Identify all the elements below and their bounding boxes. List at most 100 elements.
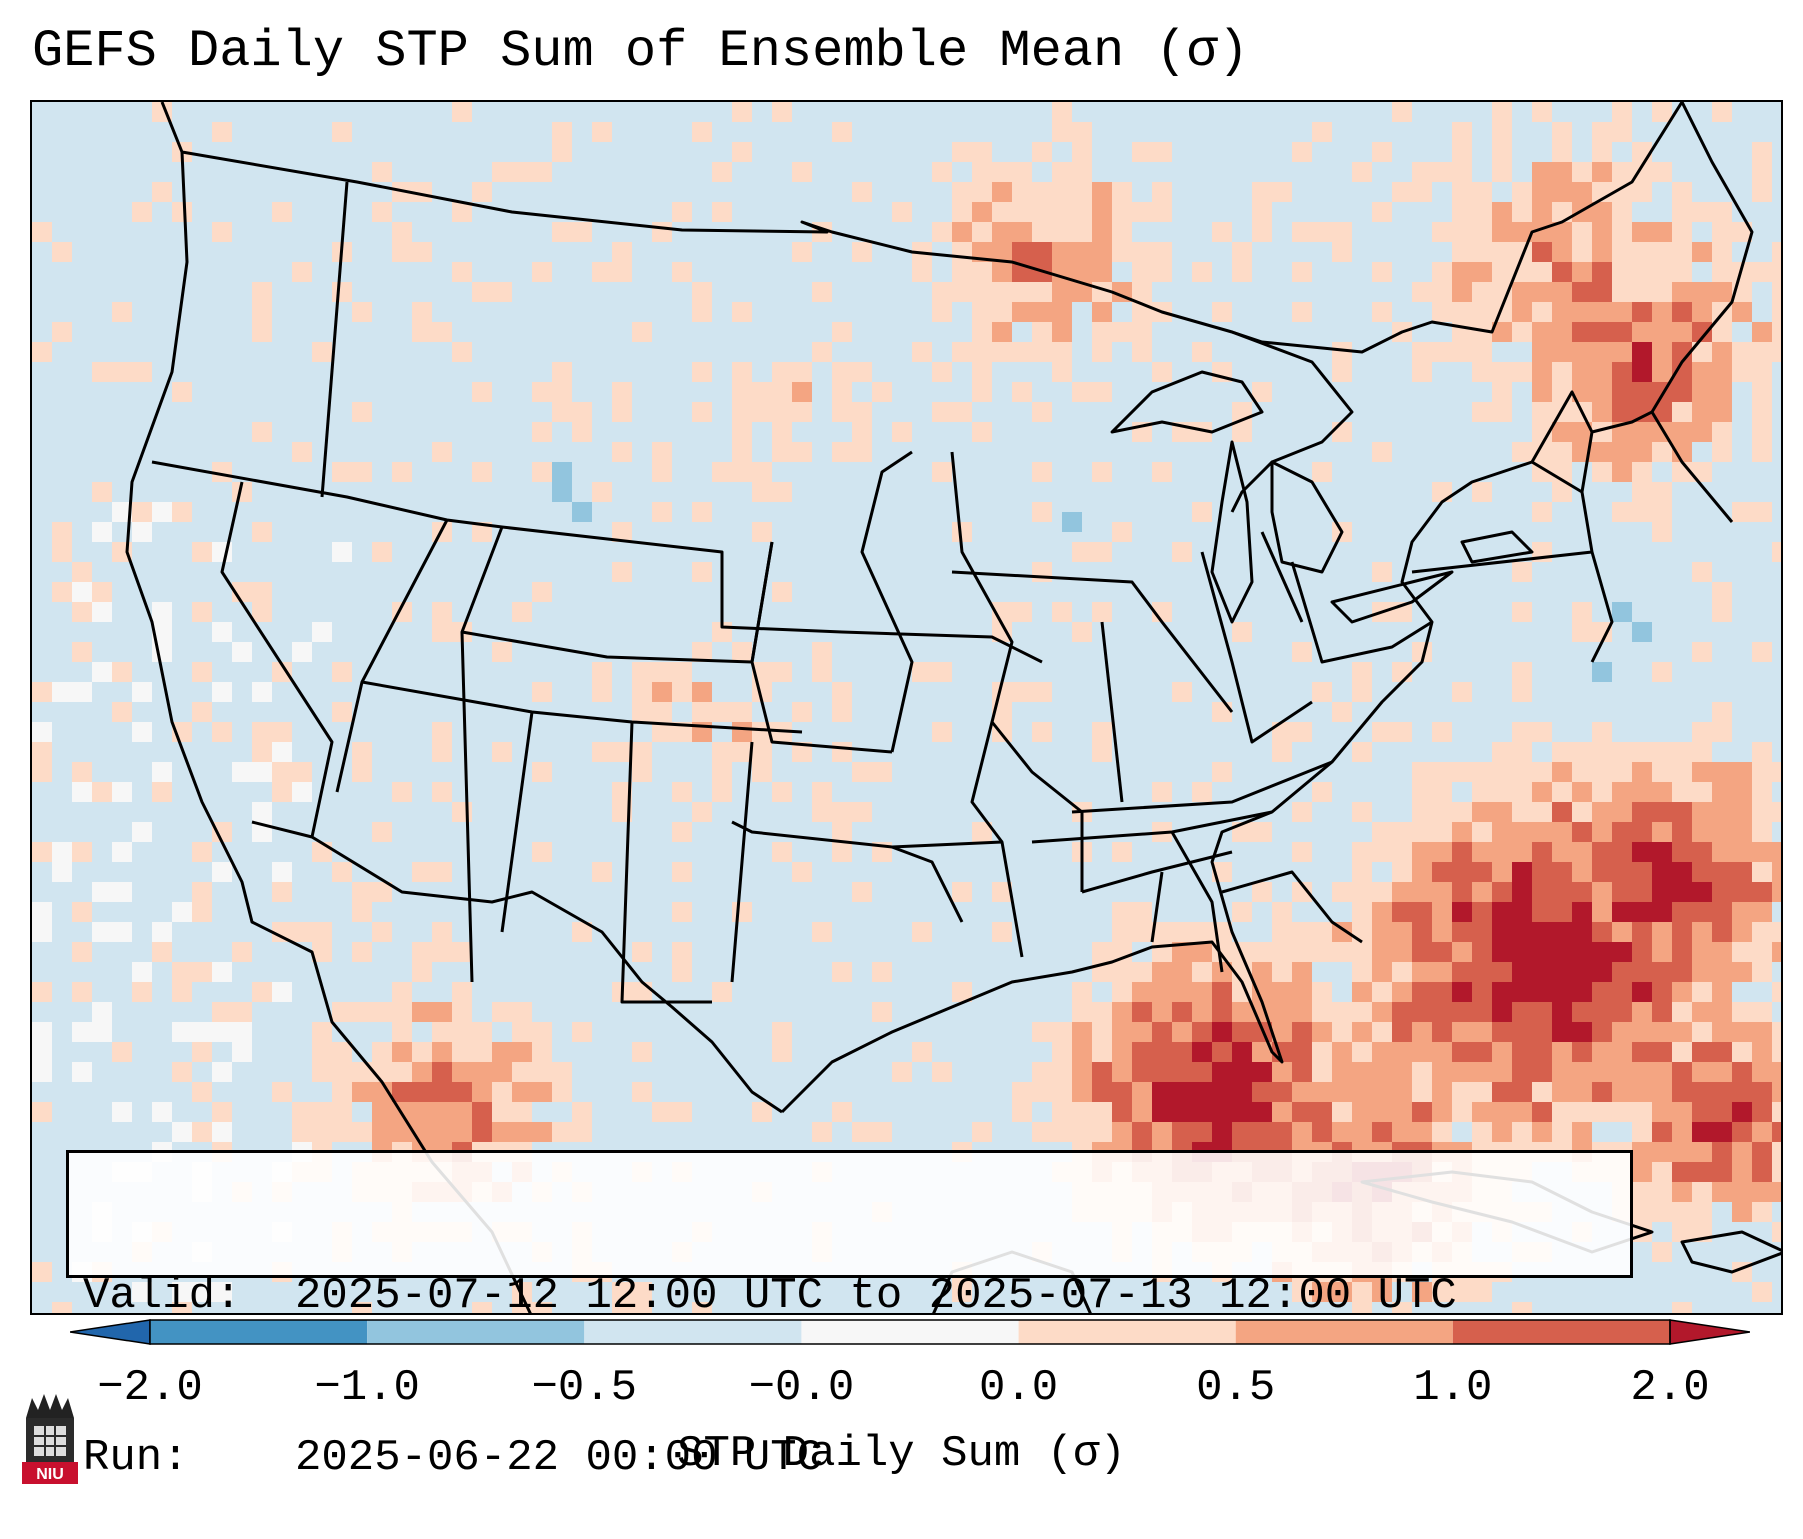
stp-cell xyxy=(1652,742,1672,762)
stp-cell xyxy=(1572,742,1592,762)
stp-cell xyxy=(1772,922,1781,942)
stp-cell xyxy=(532,1122,552,1142)
stp-cell xyxy=(1352,902,1372,922)
stp-cell xyxy=(1472,1042,1492,1062)
stp-cell xyxy=(1672,942,1692,962)
stp-cell xyxy=(1512,1042,1532,1062)
stp-cell xyxy=(1372,922,1392,942)
stp-cell xyxy=(692,1302,712,1313)
stp-cell xyxy=(1572,1062,1592,1082)
stp-cell xyxy=(1612,342,1632,362)
stp-cell xyxy=(1752,1062,1772,1082)
stp-cell xyxy=(472,522,492,542)
stp-cell xyxy=(1532,902,1552,922)
stp-cell xyxy=(972,302,992,322)
stp-cell xyxy=(1392,902,1412,922)
stp-cell xyxy=(832,402,852,422)
lake-erie xyxy=(1330,570,1454,624)
stp-cell xyxy=(792,702,812,722)
stp-cell xyxy=(1592,1002,1612,1022)
stp-cell xyxy=(1732,342,1752,362)
stp-cell xyxy=(1612,1082,1632,1102)
stp-cell xyxy=(1552,222,1572,242)
stp-cell xyxy=(1732,1002,1752,1022)
stp-cell xyxy=(1752,442,1772,462)
stp-cell xyxy=(1532,1022,1552,1042)
stp-cell xyxy=(1692,1082,1712,1102)
stp-cell xyxy=(472,1042,492,1062)
stp-cell xyxy=(1652,502,1672,522)
stp-cell xyxy=(552,222,572,242)
stp-cell xyxy=(1492,1022,1512,1042)
stp-cell xyxy=(1512,1002,1532,1022)
stp-cell xyxy=(1572,282,1592,302)
stp-cell xyxy=(412,242,432,262)
valid-row: Valid: 2025-07-12 12:00 UTC to 2025-07-13… xyxy=(83,1269,1616,1323)
stp-cell xyxy=(932,162,952,182)
stp-cell xyxy=(1632,1022,1652,1042)
stp-cell xyxy=(1752,502,1772,522)
stp-cell xyxy=(1772,542,1781,562)
stp-cell xyxy=(752,482,772,502)
stp-cell xyxy=(1072,1062,1092,1082)
colorbar-tick-label: −0.5 xyxy=(531,1363,638,1413)
stp-cell xyxy=(672,962,692,982)
stp-cell xyxy=(1752,1002,1772,1022)
stp-cell xyxy=(1532,302,1552,322)
stp-cell xyxy=(1532,1102,1552,1122)
stp-cell xyxy=(952,1282,972,1302)
stp-cell xyxy=(1532,262,1552,282)
stp-cell xyxy=(1292,1062,1312,1082)
stp-cell xyxy=(1492,1002,1512,1022)
stp-cell xyxy=(1132,1062,1152,1082)
stp-cell xyxy=(1632,442,1652,462)
stp-cell xyxy=(1512,1022,1532,1042)
stp-cell xyxy=(1592,282,1612,302)
stp-cell xyxy=(372,1122,392,1142)
stp-cell xyxy=(472,462,492,482)
stp-cell xyxy=(292,782,312,802)
stp-cell xyxy=(1572,602,1592,622)
stp-cell xyxy=(1752,362,1772,382)
stp-cell xyxy=(1592,962,1612,982)
stp-cell xyxy=(1012,182,1032,202)
stp-cell xyxy=(1172,682,1192,702)
stp-cell xyxy=(1752,402,1772,422)
stp-cell xyxy=(472,1082,492,1102)
stp-cell xyxy=(1012,222,1032,242)
stp-cell xyxy=(1092,342,1112,362)
stp-cell xyxy=(552,142,572,162)
stp-cell xyxy=(1572,822,1592,842)
stp-cell xyxy=(452,942,472,962)
stp-cell xyxy=(1712,1062,1732,1082)
stp-cell xyxy=(1232,902,1252,922)
stp-cell xyxy=(112,782,132,802)
stp-cell xyxy=(1752,782,1772,802)
stp-cell xyxy=(1652,1042,1672,1062)
stp-cell xyxy=(1072,222,1092,242)
stp-cell xyxy=(1272,942,1292,962)
stp-cell xyxy=(212,1002,232,1022)
stp-cell xyxy=(1692,782,1712,802)
stp-cell xyxy=(1592,262,1612,282)
stp-cell xyxy=(1652,902,1672,922)
stp-cell xyxy=(1552,1042,1572,1062)
stp-cell xyxy=(172,982,192,1002)
stp-cell xyxy=(1292,262,1312,282)
stp-cell xyxy=(1152,782,1172,802)
stp-cell xyxy=(952,182,972,202)
stp-cell xyxy=(132,722,152,742)
stp-cell xyxy=(1492,122,1512,142)
stp-cell xyxy=(1152,1002,1172,1022)
stp-cell xyxy=(1592,922,1612,942)
stp-cell xyxy=(1692,882,1712,902)
stp-cell xyxy=(1732,302,1752,322)
map-panel[interactable] xyxy=(30,100,1783,1315)
stp-cell xyxy=(1392,822,1412,842)
stp-cell xyxy=(772,422,792,442)
stp-cell xyxy=(612,442,632,462)
stp-cell xyxy=(312,342,332,362)
stp-cell xyxy=(1512,862,1532,882)
stp-cell xyxy=(1512,1122,1532,1142)
stp-cell xyxy=(1752,1202,1772,1222)
